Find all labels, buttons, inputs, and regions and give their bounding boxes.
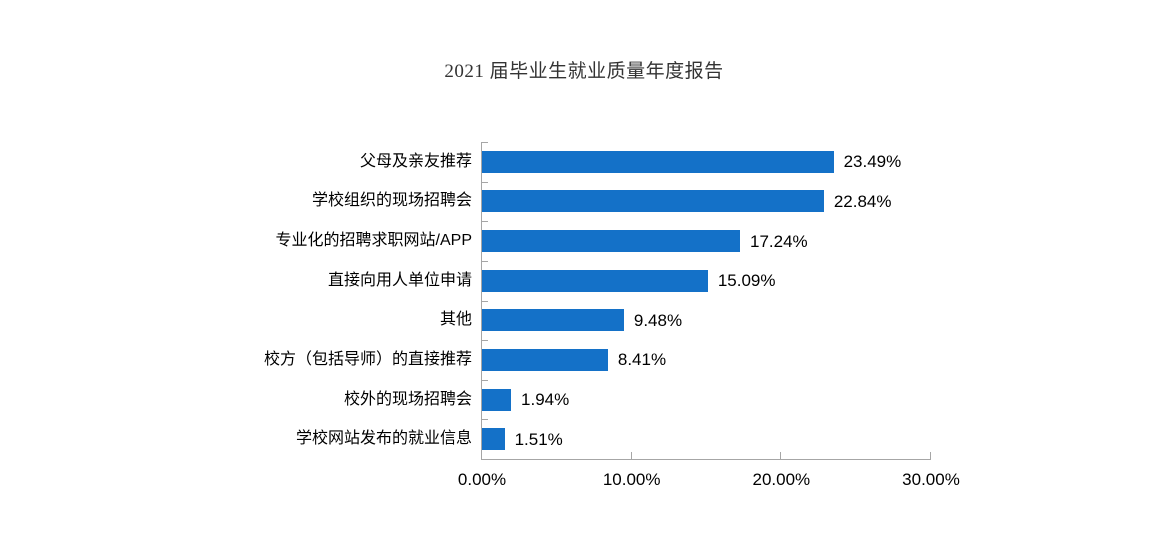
y-axis-tick	[482, 181, 488, 183]
value-label: 23.49%	[843, 152, 902, 172]
bar-row: 直接向用人单位申请 15.09%	[328, 261, 931, 301]
bar	[482, 230, 741, 253]
category-label: 学校组织的现场招聘会	[311, 192, 472, 210]
bar	[482, 190, 824, 213]
plot-area: 父母及亲友推荐 23.49% 学校组织的现场招聘会 22.84% 专业化的招聘求职网站/…	[264, 142, 960, 488]
category-label: 其他	[439, 311, 472, 329]
bar-row: 校外的现场招聘会 1.94%	[344, 380, 931, 420]
bar	[482, 348, 608, 371]
category-label: 专业化的招聘求职网站/APP	[275, 232, 472, 250]
bar	[482, 428, 505, 451]
category-label: 学校网站发布的就业信息	[295, 430, 472, 448]
bar-row: 专业化的招聘求职网站/APP 17.24%	[276, 221, 931, 261]
x-axis-labels: 0.00% 10.00% 20.00% 30.00%	[458, 470, 960, 491]
y-axis-tick	[482, 379, 488, 381]
y-axis-tick	[482, 221, 488, 223]
bar	[482, 388, 512, 411]
bar-rows: 父母及亲友推荐 23.49% 学校组织的现场招聘会 22.84% 专业化的招聘求职网站/…	[264, 142, 931, 459]
chart-title: 2021 届毕业生就业质量年度报告	[444, 61, 724, 82]
category-label: 直接向用人单位申请	[327, 271, 472, 289]
value-label: 22.84%	[833, 191, 892, 211]
bar-row: 学校网站发布的就业信息 1.51%	[296, 419, 931, 459]
category-label: 校方（包括导师）的直接推荐	[263, 350, 472, 368]
x-axis-tick-label: 10.00%	[602, 470, 661, 489]
x-axis-tick-label: 20.00%	[752, 470, 811, 489]
value-label: 9.48%	[633, 310, 683, 330]
y-axis-tick	[482, 142, 488, 143]
bar	[482, 309, 624, 332]
x-axis-tick	[930, 452, 931, 459]
bar-row: 父母及亲友推荐 23.49%	[360, 142, 931, 182]
bar	[482, 150, 834, 173]
value-label: 1.94%	[521, 390, 570, 410]
x-axis-tick	[630, 452, 632, 459]
category-label: 校外的现场招聘会	[343, 390, 472, 408]
x-axis-tick-label: 0.00%	[457, 470, 507, 489]
y-axis-tick	[482, 300, 488, 302]
bar-row: 学校组织的现场招聘会 22.84%	[312, 182, 931, 222]
category-label: 父母及亲友推荐	[359, 152, 472, 170]
value-label: 15.09%	[717, 271, 776, 291]
x-axis-tick-label: 30.00%	[902, 470, 960, 489]
value-label: 1.51%	[514, 429, 563, 449]
x-axis-tick	[780, 452, 782, 459]
bar-row: 其他 9.48%	[440, 301, 931, 341]
y-axis-tick	[482, 340, 488, 342]
value-label: 8.41%	[617, 350, 667, 370]
bar-row: 校方（包括导师）的直接推荐 8.41%	[264, 340, 931, 380]
y-axis-tick	[482, 260, 488, 262]
bar	[482, 269, 708, 292]
value-label: 17.24%	[750, 231, 808, 251]
y-axis-tick	[482, 419, 488, 421]
y-axis-tick	[482, 459, 488, 460]
